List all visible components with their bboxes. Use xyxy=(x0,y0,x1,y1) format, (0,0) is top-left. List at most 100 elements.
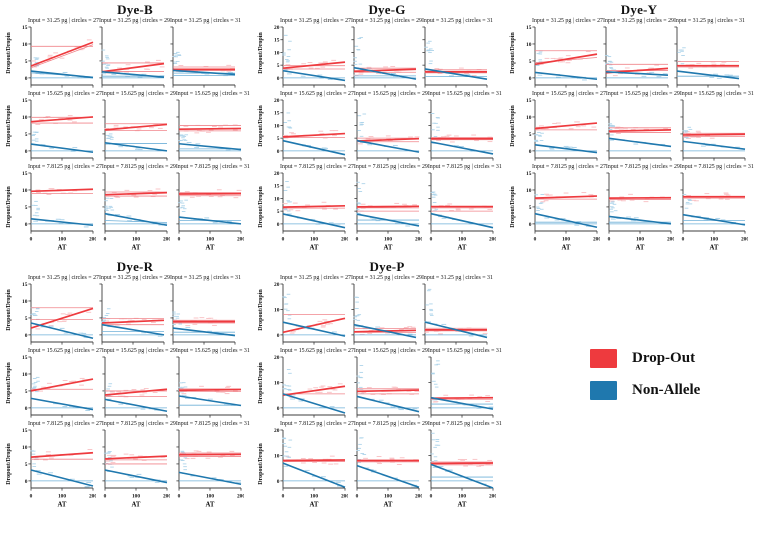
subplot-row: Dropout/Dropin Input = 7.8125 pg | circle… xyxy=(256,420,502,510)
subplot: Input = 31.25 pg | circles = 31 xyxy=(422,17,493,90)
subplot: Input = 15.625 pg | circles = 27 0 5 10 15 20 xyxy=(267,90,354,163)
legend-label-dropout: Drop-Out xyxy=(632,350,696,366)
svg-text:200: 200 xyxy=(489,494,496,500)
svg-text:0: 0 xyxy=(277,76,280,82)
subplot-title: Input = 31.25 pg | circles = 27 xyxy=(280,18,351,24)
subplot-chart: 0 10 20 xyxy=(274,282,346,345)
svg-text:0: 0 xyxy=(25,479,28,485)
subplot: Input = 15.625 pg | circles = 27 0 5 10 15 xyxy=(519,90,606,163)
subplot-chart: 0 5 10 15 xyxy=(526,98,598,161)
subplot: Input = 31.25 pg | circles = 27 0 10 20 xyxy=(267,274,351,347)
panel-dye-b: Dye-B Dropout/Dropin Input = 31.25 pg | ci… xyxy=(4,2,256,253)
svg-text:0: 0 xyxy=(25,333,28,339)
svg-text:200: 200 xyxy=(163,237,170,243)
figure-top-row: Dye-B Dropout/Dropin Input = 31.25 pg | ci… xyxy=(4,2,768,253)
subplot-title: Input = 7.8125 pg | circles = 27 xyxy=(280,164,354,170)
subplot-chart: 0 100 200 AT xyxy=(176,172,244,252)
subplot: Input = 7.8125 pg | circles = 29 0 100 200 A… xyxy=(354,163,428,253)
subplot-chart xyxy=(354,356,420,418)
subplot-title: Input = 31.25 pg | circles = 27 xyxy=(280,275,351,281)
svg-text:100: 100 xyxy=(58,494,66,500)
y-axis-label-gutter: Dropout/Dropin xyxy=(4,347,15,420)
subplot: Input = 15.625 pg | circles = 31 xyxy=(680,90,754,163)
svg-text:10: 10 xyxy=(22,115,28,121)
svg-text:AT: AT xyxy=(131,502,140,509)
subplot: Input = 15.625 pg | circles = 27 0 10 20 xyxy=(267,347,354,420)
y-axis-label-gutter: Dropout/Dropin xyxy=(256,347,267,420)
svg-text:0: 0 xyxy=(356,494,359,500)
subplot-title: Input = 7.8125 pg | circles = 31 xyxy=(175,421,250,427)
subplot-chart: 0 5 10 15 xyxy=(22,355,94,418)
svg-text:0: 0 xyxy=(282,237,285,243)
svg-text:0: 0 xyxy=(25,149,28,155)
svg-text:100: 100 xyxy=(58,237,66,243)
subplot-chart xyxy=(351,26,417,88)
subplot-title: Input = 15.625 pg | circles = 31 xyxy=(175,91,250,97)
svg-text:100: 100 xyxy=(384,237,392,243)
subplot: Input = 31.25 pg | circles = 29 xyxy=(603,17,674,90)
subplot-chart: 0 10 20 xyxy=(274,355,346,418)
panel-dye-p: Dye-P Dropout/Dropin Input = 31.25 pg | ci… xyxy=(256,259,508,510)
svg-text:0: 0 xyxy=(277,149,280,155)
subplot-chart: 0 100 200 AT xyxy=(354,429,422,509)
subplot-title: Input = 15.625 pg | circles = 27 xyxy=(532,91,606,97)
svg-text:15: 15 xyxy=(526,171,532,177)
subplot-chart xyxy=(176,99,242,161)
subplot-title: Input = 7.8125 pg | circles = 31 xyxy=(679,164,754,170)
subplot-chart: 0 100 200 AT xyxy=(428,429,496,509)
svg-text:5: 5 xyxy=(529,205,532,211)
svg-text:20: 20 xyxy=(274,282,280,288)
svg-text:15: 15 xyxy=(22,282,28,288)
subplot-row: Dropout/Dropin Input = 15.625 pg | circle… xyxy=(4,347,250,420)
subplot-chart: 0 5 10 15 0 100 200 AT xyxy=(22,171,96,252)
svg-text:5: 5 xyxy=(277,136,280,142)
svg-text:0: 0 xyxy=(429,237,432,243)
subplot-chart: 0 100 200 AT xyxy=(428,172,496,252)
y-axis-label: Dropout/Dropin xyxy=(258,288,264,331)
svg-text:AT: AT xyxy=(205,502,214,509)
svg-text:0: 0 xyxy=(534,237,537,243)
dropout-color-swatch xyxy=(590,349,617,368)
svg-text:200: 200 xyxy=(237,494,244,500)
subplot-chart xyxy=(170,26,236,88)
subplot: Input = 15.625 pg | circles = 29 xyxy=(102,347,176,420)
subplot-chart: 0 100 200 AT xyxy=(102,429,170,509)
svg-text:100: 100 xyxy=(310,237,318,243)
subplot-title: Input = 7.8125 pg | circles = 31 xyxy=(427,164,502,170)
svg-text:AT: AT xyxy=(131,245,140,252)
subplot-title: Input = 15.625 pg | circles = 29 xyxy=(101,91,176,97)
subplot-title: Input = 31.25 pg | circles = 27 xyxy=(532,18,603,24)
subplot: Input = 7.8125 pg | circles = 27 0 5 10 15 0 1… xyxy=(15,163,102,253)
svg-text:200: 200 xyxy=(593,237,600,243)
figure-bottom-row: Dye-R Dropout/Dropin Input = 31.25 pg | ci… xyxy=(4,259,768,510)
subplot-title: Input = 7.8125 pg | circles = 29 xyxy=(101,421,176,427)
svg-text:10: 10 xyxy=(22,42,28,48)
y-axis-label: Dropout/Dropin xyxy=(258,361,264,404)
svg-text:15: 15 xyxy=(22,355,28,361)
svg-text:200: 200 xyxy=(415,494,422,500)
subplot: Input = 15.625 pg | circles = 31 xyxy=(428,347,502,420)
svg-text:5: 5 xyxy=(25,389,28,395)
y-axis-label: Dropout/Dropin xyxy=(258,443,264,485)
legend-label-nonallele: Non-Allele xyxy=(632,382,701,398)
svg-text:0: 0 xyxy=(529,222,532,228)
subplot-chart: 0 5 10 15 xyxy=(526,25,598,88)
subplot: Input = 7.8125 pg | circles = 27 0 10 20 0 10… xyxy=(267,420,354,510)
svg-text:15: 15 xyxy=(274,38,280,44)
subplot-row: Dropout/Dropin Input = 15.625 pg | circle… xyxy=(4,90,250,163)
svg-text:15: 15 xyxy=(526,25,532,31)
svg-text:10: 10 xyxy=(526,115,532,121)
svg-text:200: 200 xyxy=(89,494,96,500)
subplot-chart: 0 5 10 15 0 100 200 AT xyxy=(526,171,600,252)
subplot: Input = 31.25 pg | circles = 29 xyxy=(351,17,422,90)
subplot-title: Input = 7.8125 pg | circles = 29 xyxy=(353,421,428,427)
svg-text:100: 100 xyxy=(458,494,466,500)
subplot-row: Dropout/Dropin Input = 7.8125 pg | circle… xyxy=(4,163,250,253)
subplot-title: Input = 15.625 pg | circles = 31 xyxy=(175,348,250,354)
svg-text:200: 200 xyxy=(237,237,244,243)
svg-text:10: 10 xyxy=(274,50,280,56)
subplot-chart xyxy=(170,283,236,345)
svg-text:0: 0 xyxy=(30,494,33,500)
subplot: Input = 7.8125 pg | circles = 31 0 100 200 A… xyxy=(176,420,250,510)
subplot: Input = 31.25 pg | circles = 31 xyxy=(170,17,241,90)
